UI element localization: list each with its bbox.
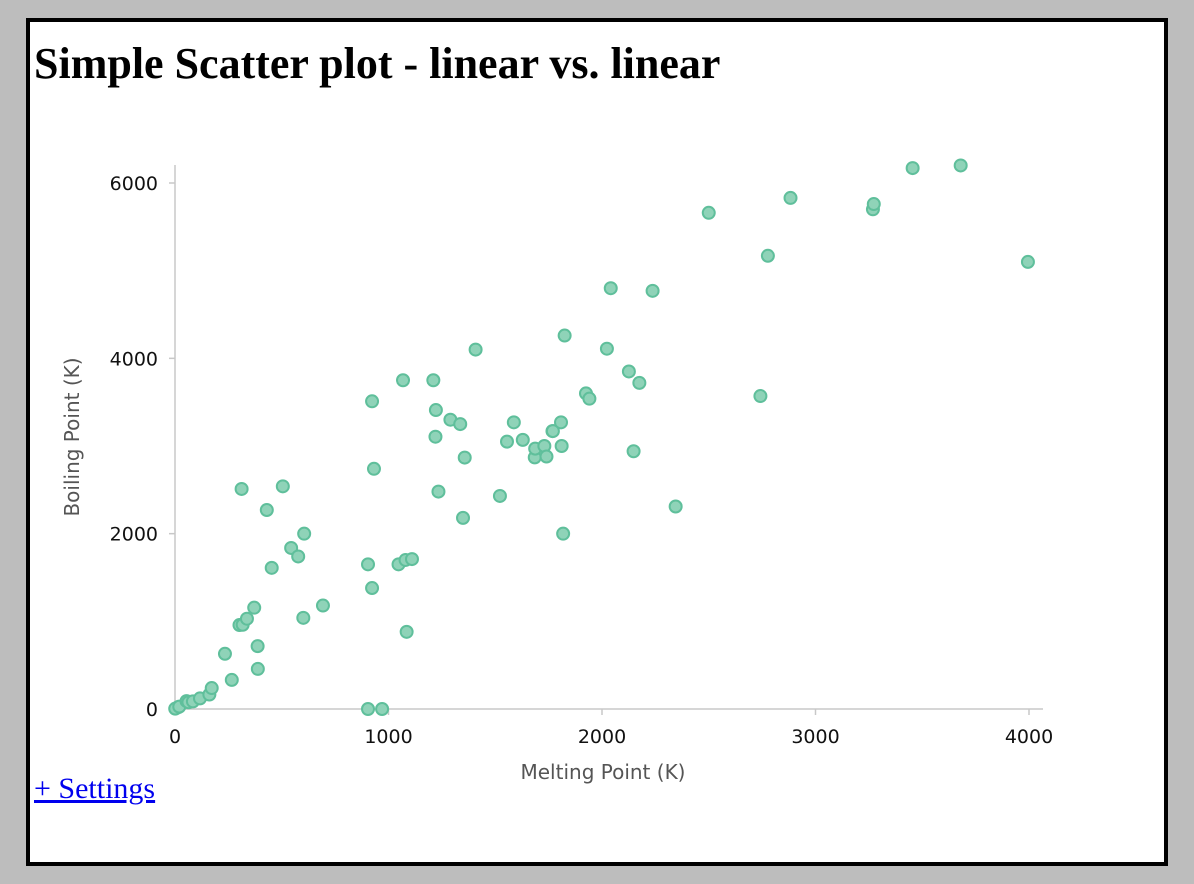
- data-point: [753, 389, 768, 404]
- data-point: [224, 672, 239, 687]
- axes: 0 1000 2000 3000 4000 0 2000 4000 6000: [110, 165, 1053, 748]
- data-point: [621, 364, 636, 379]
- y-tick-label: 2000: [110, 524, 158, 546]
- data-point: [668, 499, 683, 514]
- data-point: [426, 373, 441, 388]
- data-point: [554, 415, 569, 430]
- data-point: [428, 403, 443, 418]
- data-point: [632, 375, 647, 390]
- settings-link[interactable]: + Settings: [34, 772, 156, 805]
- data-point: [492, 488, 507, 503]
- data-point: [456, 510, 471, 525]
- x-tick-label: 3000: [791, 726, 839, 748]
- data-points: [168, 158, 1035, 716]
- data-point: [296, 610, 311, 625]
- data-point: [556, 526, 571, 541]
- data-point: [259, 502, 274, 517]
- x-tick-label: 4000: [1005, 726, 1053, 748]
- data-point: [453, 417, 468, 432]
- data-point: [404, 552, 419, 567]
- data-point: [582, 391, 597, 406]
- data-point: [866, 197, 881, 212]
- y-axis-label: Boiling Point (K): [60, 357, 84, 516]
- data-point: [399, 624, 414, 639]
- data-point: [760, 248, 775, 263]
- data-point: [315, 598, 330, 613]
- data-point: [953, 158, 968, 173]
- data-point: [291, 549, 306, 564]
- data-point: [783, 190, 798, 205]
- data-point: [499, 434, 514, 449]
- data-point: [905, 161, 920, 176]
- data-point: [539, 449, 554, 464]
- data-point: [603, 281, 618, 296]
- page-title: Simple Scatter plot - linear vs. linear: [34, 39, 721, 88]
- data-point: [626, 444, 641, 459]
- data-point: [275, 479, 290, 494]
- data-point: [217, 646, 232, 661]
- y-tick-label: 0: [146, 699, 158, 721]
- data-point: [250, 639, 265, 654]
- data-point: [361, 702, 376, 716]
- data-point: [545, 424, 560, 439]
- data-point: [701, 205, 716, 220]
- data-point: [506, 415, 521, 430]
- data-point: [239, 611, 254, 626]
- data-point: [599, 341, 614, 356]
- data-point: [204, 681, 219, 696]
- data-point: [645, 283, 660, 298]
- data-point: [431, 484, 446, 499]
- data-point: [515, 432, 530, 447]
- data-point: [264, 560, 279, 575]
- data-point: [297, 526, 312, 541]
- data-point: [365, 394, 380, 409]
- y-tick-label: 4000: [110, 348, 158, 370]
- data-point: [396, 373, 411, 388]
- data-point: [457, 450, 472, 465]
- data-point: [375, 702, 390, 716]
- data-point: [468, 342, 483, 357]
- data-point: [234, 481, 249, 496]
- data-point: [247, 600, 262, 615]
- y-tick-label: 6000: [110, 173, 158, 195]
- data-point: [366, 461, 381, 476]
- x-tick-label: 1000: [364, 726, 412, 748]
- data-point: [554, 439, 569, 453]
- x-tick-label: 0: [169, 726, 181, 748]
- data-point: [365, 581, 380, 596]
- x-tick-label: 2000: [578, 726, 626, 748]
- data-point: [557, 328, 572, 343]
- data-point: [361, 557, 376, 572]
- x-axis-label: Melting Point (K): [521, 760, 686, 784]
- data-point: [250, 661, 265, 676]
- data-point: [1020, 254, 1035, 269]
- chart-panel: [26, 18, 1168, 866]
- data-point: [428, 429, 443, 444]
